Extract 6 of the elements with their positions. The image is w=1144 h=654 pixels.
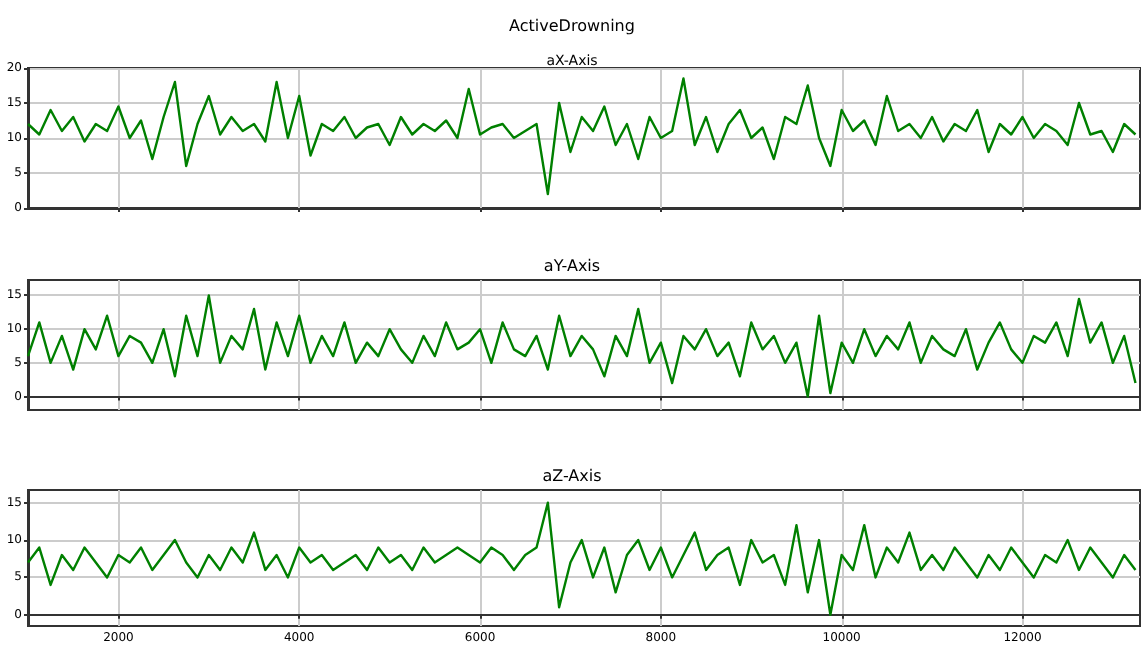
chart-title: ActiveDrowning (509, 17, 635, 35)
line-series (26, 501, 1137, 616)
chart-title: aZ-Axis (542, 467, 602, 485)
chart-title: aY-Axis (543, 257, 601, 275)
line-series (26, 294, 1137, 398)
line-series (26, 77, 1137, 196)
